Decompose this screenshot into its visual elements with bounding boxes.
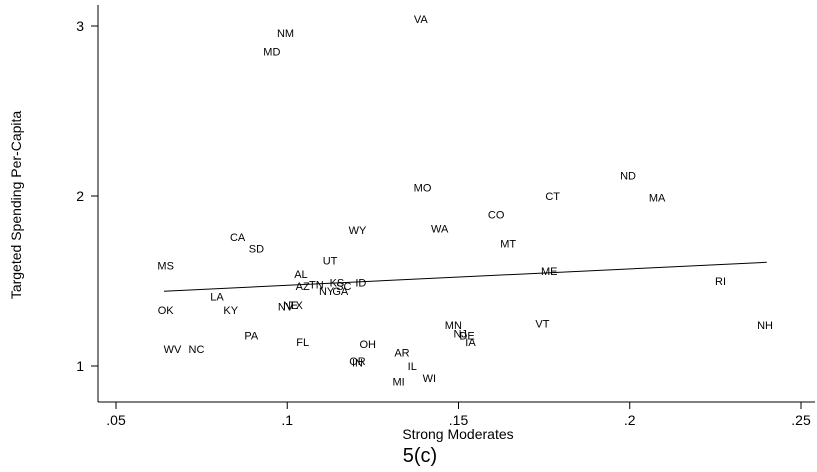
point-label-ky: KY <box>223 305 238 317</box>
point-label-az: AZ <box>296 281 310 293</box>
point-label-ga: GA <box>332 286 349 298</box>
point-label-tn: TN <box>309 279 324 291</box>
point-label-vt: VT <box>535 319 549 331</box>
point-label-co: CO <box>488 210 505 222</box>
point-label-ks: KS <box>330 278 345 290</box>
point-label-pa: PA <box>244 330 259 342</box>
point-label-ne: NE <box>283 300 298 312</box>
point-label-fl: FL <box>296 337 309 349</box>
point-label-la: LA <box>210 291 224 303</box>
point-label-mt: MT <box>500 239 516 251</box>
point-label-ia: IA <box>465 337 476 349</box>
x-tick-label: .25 <box>791 412 811 428</box>
point-label-nv: NV <box>278 302 294 314</box>
point-label-sc: SC <box>336 281 351 293</box>
point-label-ct: CT <box>545 191 560 203</box>
fit-line-group <box>163 261 767 292</box>
x-tick-label: .2 <box>624 412 636 428</box>
point-label-wy: WY <box>349 225 367 237</box>
point-label-ar: AR <box>394 347 409 359</box>
point-label-va: VA <box>414 14 429 26</box>
x-tick-label: .05 <box>106 412 126 428</box>
x-tick-label: .1 <box>281 412 293 428</box>
point-label-mo: MO <box>414 183 432 195</box>
point-label-de: DE <box>459 330 474 342</box>
point-label-md: MD <box>263 47 280 59</box>
point-labels: VA NM MD ND MO CT MA CO WA WY CA MT SD UT MS ME AL RI ID KS… <box>157 14 773 388</box>
point-label-nh: NH <box>757 320 773 332</box>
point-label-ut: UT <box>323 256 338 268</box>
point-label-oh: OH <box>359 339 376 351</box>
point-label-wv: WV <box>164 344 182 356</box>
y-axis-title: Targeted Spending Per-Capita <box>8 111 24 300</box>
point-label-sd: SD <box>249 244 264 256</box>
point-label-mn: MN <box>445 320 462 332</box>
y-tick-label: 1 <box>76 358 84 374</box>
y-axis-ticks: 1 2 3 <box>76 18 98 374</box>
point-label-or: OR <box>349 356 366 368</box>
point-label-ok: OK <box>158 305 175 317</box>
x-tick-label: .15 <box>449 412 469 428</box>
y-tick-label: 3 <box>76 18 84 34</box>
point-label-me: ME <box>541 266 558 278</box>
point-label-tx: TX <box>289 300 304 312</box>
point-label-nc: NC <box>189 344 205 356</box>
point-label-il: IL <box>408 361 417 373</box>
fit-line <box>163 261 767 292</box>
point-label-nj: NJ <box>453 329 466 341</box>
point-label-id: ID <box>355 278 366 290</box>
point-label-al: AL <box>294 269 307 281</box>
point-label-ms: MS <box>157 261 174 273</box>
point-label-ny: NY <box>319 286 335 298</box>
point-label-mi: MI <box>392 376 404 388</box>
x-axis-title: Strong Moderates <box>402 426 513 442</box>
x-axis-ticks: .05 .1 .15 .2 .25 <box>106 402 811 428</box>
point-label-ri: RI <box>715 276 726 288</box>
figure-caption: 5(c) <box>403 445 437 467</box>
point-label-wi: WI <box>423 373 436 385</box>
point-label-nm: NM <box>277 28 294 40</box>
y-tick-label: 2 <box>76 188 84 204</box>
point-label-nd: ND <box>620 171 636 183</box>
point-label-in: IN <box>352 358 363 370</box>
point-label-ca: CA <box>230 232 246 244</box>
point-label-ma: MA <box>649 193 666 205</box>
point-label-wa: WA <box>431 223 449 235</box>
